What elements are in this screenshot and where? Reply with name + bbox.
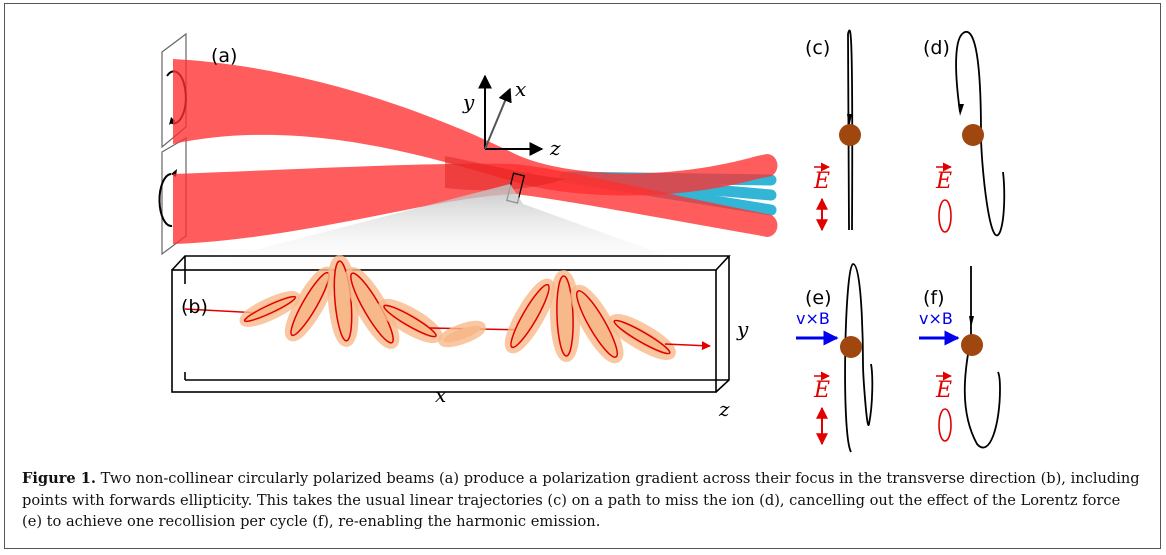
figure-illustration: y x z (a) (b) x y: [158, 29, 1006, 453]
polarization-ellipses: [184, 255, 711, 364]
zoom-cone: [170, 184, 717, 274]
svg-text:v×B: v×B: [919, 309, 953, 328]
svg-text:E: E: [935, 378, 952, 403]
field-e-e: E: [813, 371, 830, 446]
field-e-d: E: [935, 162, 952, 233]
lorentz-force-f: v×B: [919, 309, 960, 346]
axis-y-label: y: [462, 90, 475, 114]
box-axis-x-label: x: [435, 383, 446, 407]
field-e-c: E: [813, 162, 830, 232]
trajectory-c: [847, 29, 854, 231]
figure-caption: Figure 1. Two non-collinear circularly p…: [22, 468, 1142, 533]
axis-x-label: x: [515, 77, 526, 101]
trajectory-d-arrow: [958, 104, 964, 116]
polarization-gradient-box: [171, 255, 731, 393]
trajectory-f-arrow: [969, 316, 974, 328]
axis-z-label: z: [549, 136, 561, 160]
figure-caption-label: Figure 1.: [22, 470, 97, 487]
figure-frame: [4, 3, 1161, 549]
panel-label-f: (f): [923, 287, 945, 309]
svg-text:v×B: v×B: [796, 309, 830, 328]
panel-label-a: (a): [211, 45, 237, 67]
figure-caption-text: Two non-collinear circularly polarized b…: [22, 470, 1140, 530]
laser-beam-top: [173, 59, 778, 196]
panel-label-d: (d): [923, 37, 950, 59]
field-e-f: E: [935, 371, 952, 442]
ion-f: [961, 334, 983, 356]
ion-c: [839, 124, 861, 146]
laser-beam-bottom: [173, 163, 778, 244]
trajectory-c-arrow: [847, 114, 852, 128]
lorentz-force-e: v×B: [796, 309, 839, 346]
svg-text:E: E: [813, 378, 830, 403]
ion-e: [840, 336, 862, 358]
box-axis-z-label: z: [718, 397, 730, 421]
panel-label-b: (b): [181, 296, 208, 318]
coordinate-axes: y x z: [462, 74, 561, 160]
box-axis-y-label: y: [736, 317, 749, 341]
svg-text:E: E: [935, 169, 952, 194]
panel-label-e: (e): [805, 287, 832, 309]
ion-d: [962, 124, 984, 146]
beam-overlap: [445, 156, 565, 191]
trajectory-f: [963, 266, 1001, 449]
panel-label-c: (c): [805, 37, 830, 59]
svg-text:E: E: [813, 169, 830, 194]
trajectory-e: [844, 263, 874, 453]
